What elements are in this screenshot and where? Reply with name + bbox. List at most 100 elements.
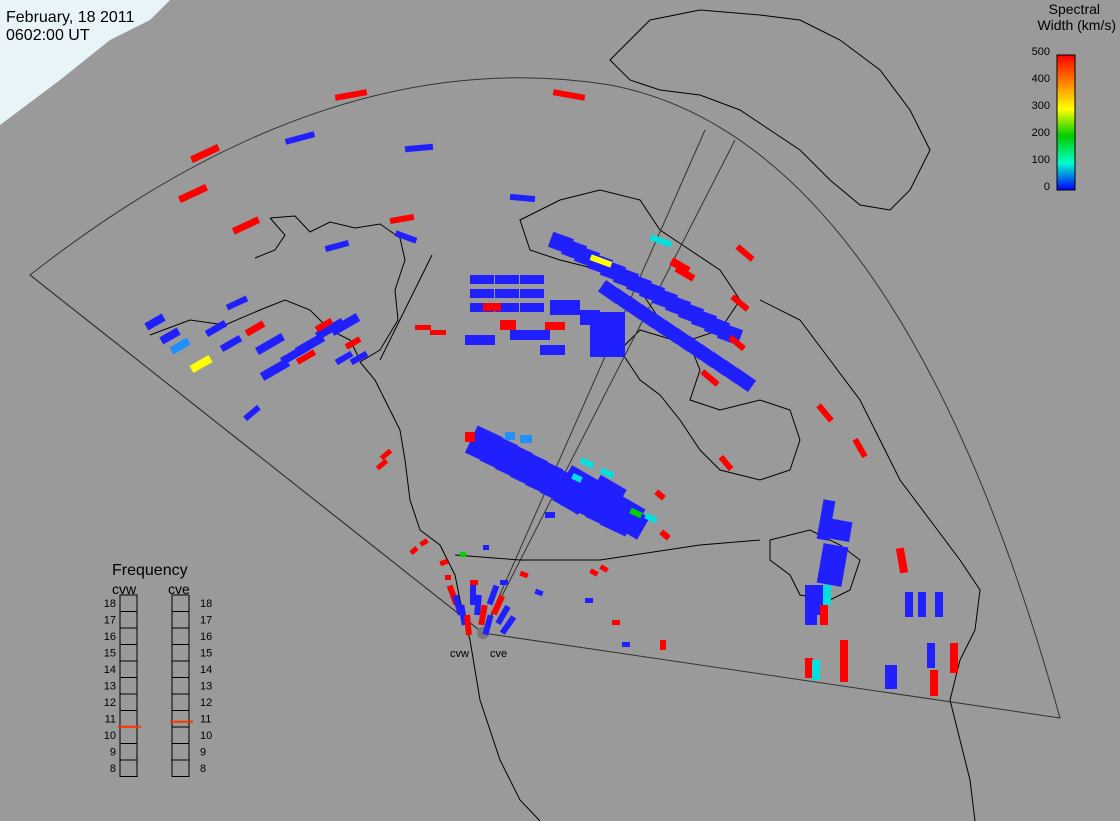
colorbar-ticks: 500 400 300 200 100 0 xyxy=(1032,46,1050,193)
echo-cell xyxy=(219,334,243,353)
echo-cell xyxy=(579,457,595,469)
echo-cell xyxy=(486,584,500,606)
border-us-canada xyxy=(454,539,761,561)
echo-cell xyxy=(505,432,515,440)
echo-cell xyxy=(660,640,666,650)
fov-outline xyxy=(29,77,1061,719)
echo-cell xyxy=(644,512,658,524)
echo-cell xyxy=(950,643,958,673)
colorbar-tick: 0 xyxy=(1044,181,1050,193)
echo-cell xyxy=(520,275,544,284)
coastline-hudson-bay xyxy=(619,329,801,481)
coastlines xyxy=(149,9,981,821)
echo-cell xyxy=(204,319,228,338)
frequency-tick: 11 xyxy=(200,714,211,726)
frequency-tick: 14 xyxy=(200,664,212,676)
echo-cell xyxy=(589,568,599,577)
echo-cell xyxy=(379,448,393,461)
frequency-scale-cvw xyxy=(119,594,138,777)
echo-cell xyxy=(430,330,446,335)
echo-cell xyxy=(585,598,593,603)
echo-cell xyxy=(550,300,580,315)
frequency-tick: 13 xyxy=(200,681,212,693)
echo-cell xyxy=(520,435,532,443)
colorbar-title-1: Spectral xyxy=(1049,1,1100,17)
echo-cell xyxy=(730,294,750,312)
echo-cell xyxy=(540,345,565,355)
border-alaska xyxy=(379,254,433,361)
colorbar-tick: 500 xyxy=(1032,46,1050,58)
echo-cell xyxy=(509,193,536,203)
borders xyxy=(379,254,761,561)
echo-cell xyxy=(852,437,868,459)
echo-cell xyxy=(439,558,449,567)
echo-cell xyxy=(816,543,849,587)
echo-cell xyxy=(495,275,519,284)
echo-cell xyxy=(820,605,828,625)
echo-cell xyxy=(144,313,166,331)
echo-cell xyxy=(519,570,529,579)
echo-cell xyxy=(500,580,508,585)
colorbar-tick: 100 xyxy=(1032,154,1050,166)
echo-cell xyxy=(470,580,478,585)
frequency-tick: 14 xyxy=(104,664,116,676)
frequency-tick: 8 xyxy=(110,763,116,775)
echo-cell xyxy=(225,295,249,311)
echo-cell xyxy=(805,585,817,625)
echo-cell xyxy=(735,244,755,262)
colorbar-title-2: Width (km/s) xyxy=(1037,17,1116,33)
echo-cell xyxy=(177,183,209,204)
echo-cell xyxy=(295,349,317,365)
echo-cell xyxy=(169,337,191,355)
echo-cell xyxy=(500,320,516,330)
echo-cell xyxy=(728,334,746,352)
echo-cell xyxy=(478,604,488,626)
echo-cell xyxy=(599,564,609,573)
coastline-labrador xyxy=(759,299,961,561)
echo-cell xyxy=(499,615,517,635)
echo-cell xyxy=(189,355,213,373)
echo-cell xyxy=(905,592,913,617)
frequency-cve-label: cve xyxy=(168,581,190,597)
echo-cell xyxy=(334,89,368,101)
echo-cell xyxy=(927,643,935,668)
echo-cell xyxy=(816,499,836,541)
time-label: 0602:00 UT xyxy=(6,27,90,44)
sea-ice-region xyxy=(0,0,170,125)
frequency-tick: 10 xyxy=(104,730,116,742)
echo-cell xyxy=(571,473,583,483)
echo-cell xyxy=(419,538,429,547)
echo-cell xyxy=(816,403,834,423)
coastline-arctic-islands xyxy=(519,189,741,341)
echo-cell xyxy=(659,529,671,541)
frequency-scale-cve xyxy=(171,594,190,777)
echo-cell xyxy=(654,489,666,501)
echo-cell xyxy=(520,289,544,298)
frequency-tick: 16 xyxy=(104,631,116,643)
echo-cell xyxy=(483,303,501,311)
echo-cell xyxy=(415,325,431,330)
echo-cell xyxy=(583,474,627,521)
frequency-tick: 16 xyxy=(200,631,212,643)
date-label: February, 18 2011 xyxy=(6,9,134,26)
radar-fov xyxy=(29,77,1061,719)
echo-cell xyxy=(244,320,266,337)
echo-cell xyxy=(545,322,565,330)
echo-cell xyxy=(599,467,615,479)
coastline-alaska-south xyxy=(149,299,361,361)
echo-cell xyxy=(389,213,415,225)
coastline-east-us xyxy=(949,559,981,821)
echo-cell xyxy=(545,512,555,518)
echo-cell xyxy=(255,333,285,355)
echo-cell xyxy=(349,350,369,366)
echo-cell xyxy=(520,303,544,312)
frequency-tick: 17 xyxy=(104,615,116,627)
frequency-scales: 18 18 17 17 16 16 15 15 14 14 13 13 12 12 11 11 10 10 9 9 8 8 xyxy=(104,594,212,777)
echo-cell xyxy=(674,265,696,282)
fov-beam-center-2 xyxy=(482,129,706,634)
echo-cell xyxy=(895,547,909,574)
echo-cell xyxy=(534,588,544,597)
echo-cell xyxy=(394,230,418,244)
echo-cell xyxy=(589,254,613,268)
echo-cell xyxy=(823,585,831,605)
